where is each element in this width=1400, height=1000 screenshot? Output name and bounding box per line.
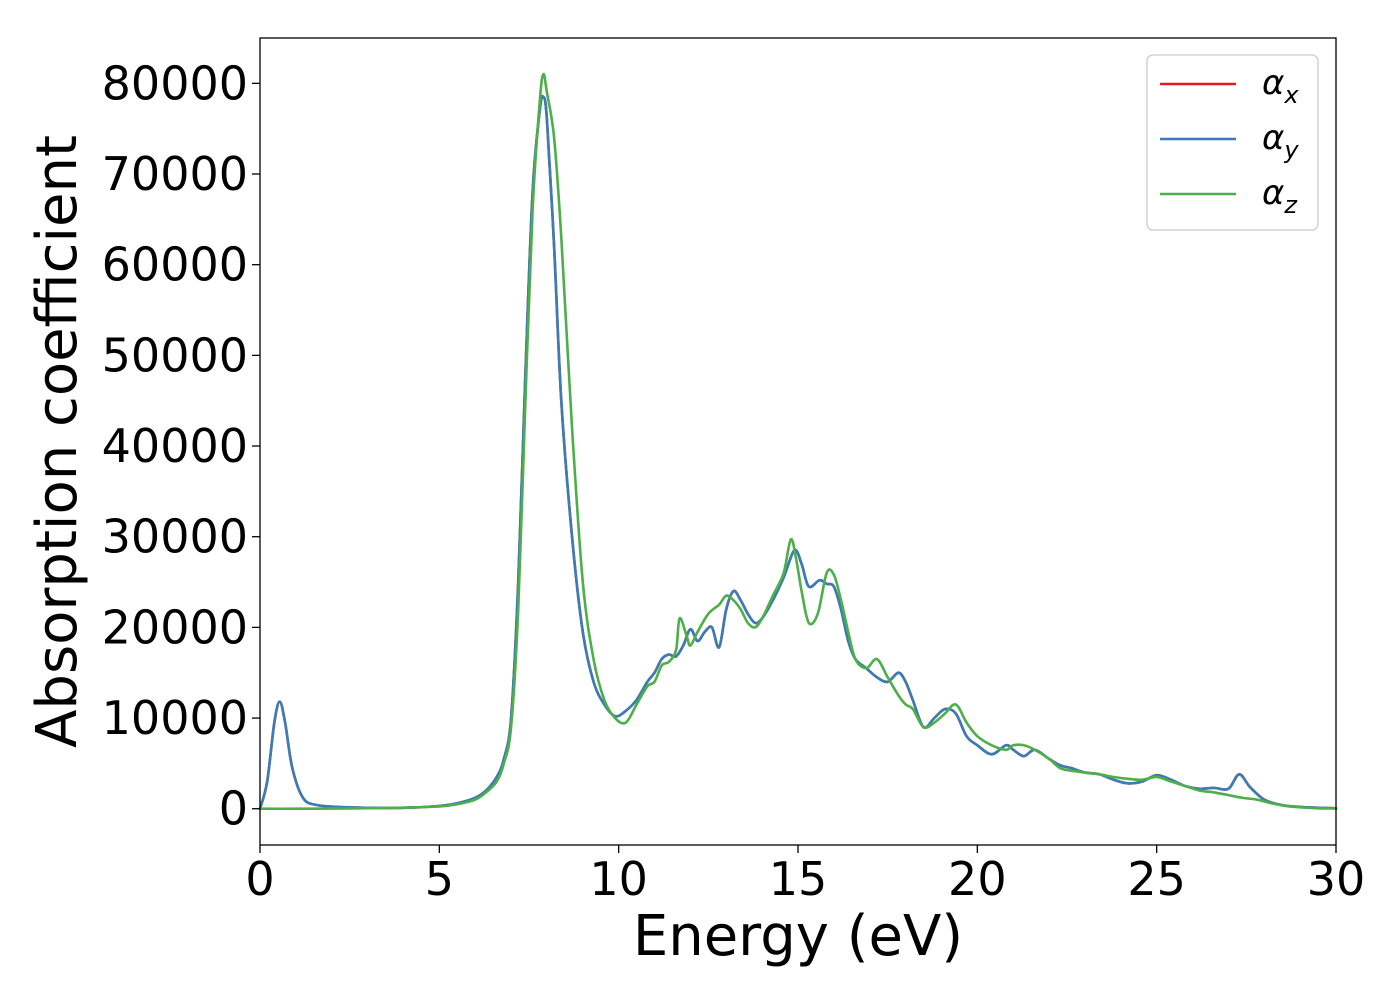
legend-label-symbol: α <box>1262 118 1284 158</box>
legend-label-symbol: α <box>1262 173 1284 213</box>
x-tick-label: 30 <box>1307 852 1366 906</box>
legend-label-alpha-x: αx <box>1262 63 1299 109</box>
y-tick-label: 40000 <box>102 419 248 473</box>
legend-box <box>1146 54 1319 231</box>
y-tick-label: 0 <box>219 782 248 836</box>
x-tick-label: 20 <box>948 852 1007 906</box>
series-line-alpha-z <box>258 72 1338 811</box>
legend-label-subscript: z <box>1283 191 1298 219</box>
legend-label-symbol: α <box>1262 63 1284 103</box>
x-tick-label: 25 <box>1127 852 1186 906</box>
y-tick-label: 60000 <box>102 238 248 292</box>
legend-label-subscript: x <box>1283 81 1299 109</box>
x-tick-label: 15 <box>769 852 828 906</box>
legend-label-alpha-z: αz <box>1262 173 1298 219</box>
x-tick-label: 10 <box>589 852 648 906</box>
y-tick-label: 20000 <box>102 600 248 654</box>
legend-label-alpha-y: αy <box>1262 118 1299 164</box>
y-tick-label: 30000 <box>102 510 248 564</box>
x-axis-ticks: 0 5 10 15 20 25 30 <box>245 845 1365 906</box>
legend-label-subscript: y <box>1283 136 1299 164</box>
y-axis-title: Absorption coefficient <box>25 135 90 748</box>
y-tick-label: 50000 <box>102 328 248 382</box>
y-tick-label: 10000 <box>102 691 248 745</box>
x-axis-title: Energy (eV) <box>633 904 963 969</box>
x-tick-label: 5 <box>425 852 454 906</box>
x-tick-label: 0 <box>245 852 274 906</box>
y-axis-ticks: 0 10000 20000 30000 40000 50000 60000 70000 8000… <box>102 56 260 836</box>
y-tick-label: 80000 <box>102 56 248 110</box>
series-layer <box>258 72 1338 811</box>
y-tick-label: 70000 <box>102 147 248 201</box>
